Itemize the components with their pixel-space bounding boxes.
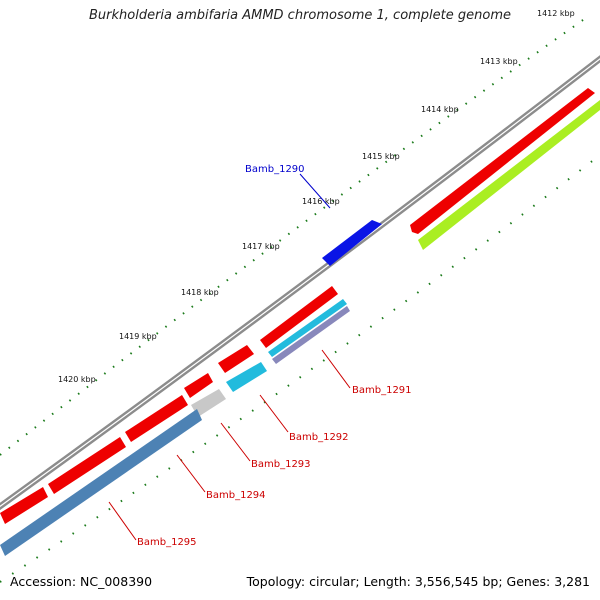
gene-cyan-1292: [226, 362, 267, 392]
leader-1293: [220, 422, 251, 462]
gene-red-1293: [184, 373, 213, 398]
leader-1292: [259, 394, 289, 433]
gene-label-1293: Bamb_1293: [251, 459, 311, 470]
gene-red-1291: [260, 286, 338, 348]
gene-red-1294: [125, 395, 188, 442]
accession-text: Accession: NC_008390: [10, 574, 153, 589]
genome-stats-text: Topology: circular; Length: 3,556,545 bp…: [246, 574, 590, 589]
gene-grey-1293: [191, 389, 226, 417]
gene-label-1292: Bamb_1292: [289, 432, 349, 443]
gene-label-1290: Bamb_1290: [245, 164, 305, 175]
gene-label-1291: Bamb_1291: [352, 385, 412, 396]
gene-red-large: [410, 88, 595, 234]
gene-label-1295: Bamb_1295: [137, 537, 197, 548]
leader-1294: [176, 454, 206, 493]
scale-label-1414: 1414 kbp: [421, 105, 459, 114]
scale-label-1413: 1413 kbp: [480, 57, 518, 66]
scale-label-1415: 1415 kbp: [362, 152, 400, 161]
gene-red-1294b: [48, 437, 126, 494]
scale-label-1419: 1419 kbp: [119, 332, 157, 341]
inner-scale-dots: [0, 154, 600, 583]
leader-1291: [321, 349, 351, 389]
backbone-highlight: [0, 58, 600, 508]
scale-label-1416: 1416 kbp: [302, 197, 340, 206]
leader-1295: [108, 501, 137, 541]
gene-steelblue-1295: [0, 409, 202, 556]
scale-track-outer: [0, 14, 591, 456]
scale-track-inner: [0, 154, 600, 583]
map-title: Burkholderia ambifaria AMMD chromosome 1…: [88, 8, 512, 23]
gene-cyan-1291: [268, 299, 347, 357]
gene-red-1292: [218, 345, 254, 373]
gene-purple-1291: [272, 306, 350, 364]
leader-1290: [299, 173, 331, 209]
gene-label-1294: Bamb_1294: [206, 490, 266, 501]
gene-bamb-1290: [322, 220, 382, 266]
scale-label-1412: 1412 kbp: [537, 9, 575, 18]
scale-label-1417: 1417 kbp: [242, 242, 280, 251]
scale-label-1418: 1418 kbp: [181, 288, 219, 297]
gene-red-1295: [0, 487, 48, 524]
gene-yellow-green: [418, 100, 600, 250]
scale-label-1420: 1420 kbp: [58, 375, 96, 384]
outer-scale-dots: [0, 14, 591, 456]
